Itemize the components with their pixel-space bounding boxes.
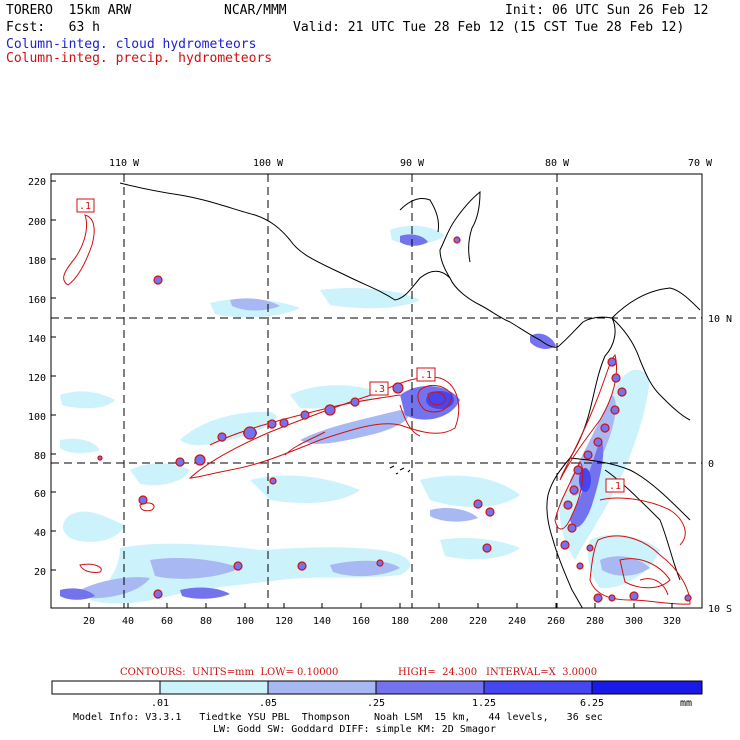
init-time: Init: 06 UTC Sun 26 Feb 12 [505,3,709,18]
y-tick: 220 [28,177,46,188]
model-info-line1: Model Info: V3.3.1 Tiedtke YSU PBL Thomp… [73,712,603,723]
x-tick: 180 [391,616,409,627]
y-tick: 180 [28,256,46,267]
x-tick: 260 [547,616,565,627]
precip-contours [63,214,691,605]
x-tick: 80 [200,616,212,627]
lon-label-90w: 90 W [400,158,425,169]
forecast-hour: Fcst: 63 h [6,20,100,35]
svg-text:.1: .1 [420,370,432,381]
x-tick: 140 [313,616,331,627]
x-tick: 40 [122,616,134,627]
colorbar-label: .05 [259,698,277,709]
field-cloud-label: Column-integ. cloud hydrometeors [6,37,257,52]
svg-text:.1: .1 [79,201,91,212]
field-precip-label: Column-integ. precip. hydrometeors [6,51,273,66]
colorbar-unit: mm [680,698,692,709]
lat-label-10s: 10 S [708,604,732,615]
colorbar-swatch-1 [159,680,269,695]
x-tick: 200 [430,616,448,627]
lon-label-110w: 110 W [109,158,140,169]
model-info-line2: LW: Godd SW: Goddard DIFF: simple KM: 2D… [213,724,496,735]
contour-high: HIGH= 24.300 [398,667,478,678]
x-tick: 320 [663,616,681,627]
x-tick: 120 [275,616,293,627]
colorbar-label: .25 [367,698,385,709]
x-tick: 100 [236,616,254,627]
cloud-shading [60,225,660,604]
precip-cells [97,236,692,603]
contour-units: CONTOURS: UNITS=mm LOW= 0.10000 [120,667,339,678]
coastlines [119,182,701,608]
colorbar-label: 6.25 [580,698,604,709]
model-title: TORERO 15km ARW [6,3,132,18]
y-tick: 40 [34,528,46,539]
center-name: NCAR/MMM [224,3,287,18]
x-tick: 220 [469,616,487,627]
svg-text:.1: .1 [609,481,621,492]
lat-label-0: 0 [708,459,714,470]
colorbar-label: .01 [151,698,169,709]
y-tick: 60 [34,489,46,500]
colorbar-swatch-3 [375,680,485,695]
x-tick: 240 [508,616,526,627]
contour-label-1: .1 [76,198,95,213]
svg-text:.3: .3 [373,384,385,395]
colorbar-swatch-0 [51,680,161,695]
y-tick: 80 [34,451,46,462]
lat-label-10n: 10 N [708,314,732,325]
contour-label-4: .1 [605,478,625,493]
y-tick: 20 [34,567,46,578]
lon-label-80w: 80 W [545,158,570,169]
x-tick: 280 [586,616,604,627]
colorbar-swatch-4 [483,680,593,695]
x-tick: 160 [352,616,370,627]
contour-label-3: .1 [416,367,436,382]
colorbar-swatch-5 [591,680,703,695]
y-tick: 200 [28,217,46,228]
x-tick: 300 [625,616,643,627]
map-frame [50,173,703,609]
contour-label-2: .3 [369,381,389,396]
colorbar-label: 1.25 [472,698,496,709]
lon-label-100w: 100 W [253,158,284,169]
colorbar [51,680,703,695]
x-tick: 20 [83,616,95,627]
contour-interval: INTERVAL=X 3.0000 [486,667,598,678]
colorbar-swatch-2 [267,680,377,695]
y-tick: 100 [28,412,46,423]
x-tick: 60 [161,616,173,627]
lon-label-70w: 70 W [688,158,713,169]
y-tick: 160 [28,295,46,306]
y-tick: 120 [28,373,46,384]
valid-time: Valid: 21 UTC Tue 28 Feb 12 (15 CST Tue … [293,20,685,35]
y-tick: 140 [28,334,46,345]
grid-lines [51,174,702,608]
